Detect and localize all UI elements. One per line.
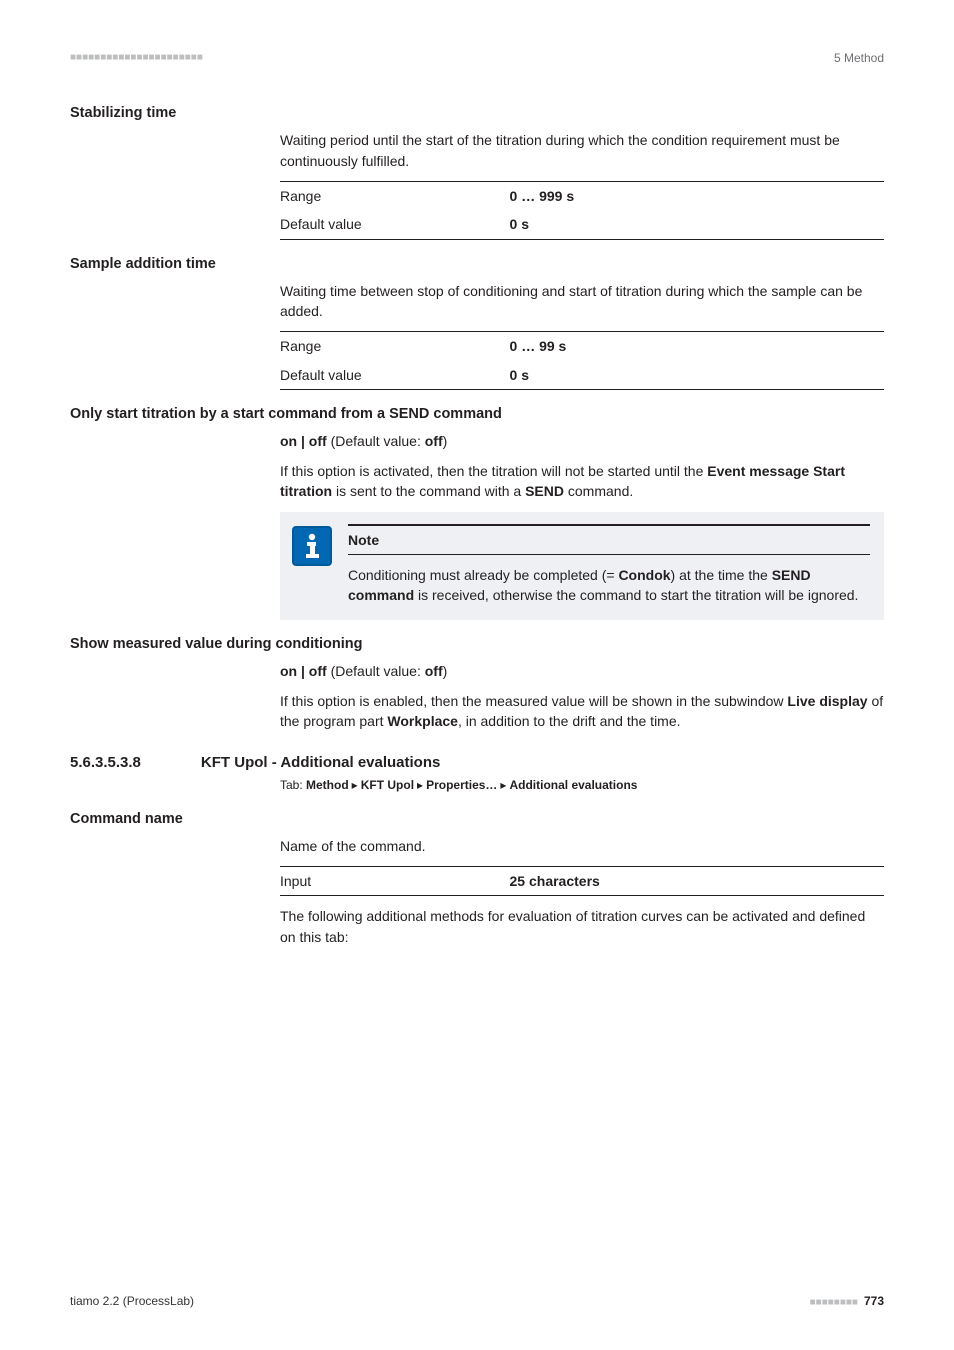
- stabilizing-table: Range 0 … 999 s Default value 0 s: [280, 181, 884, 240]
- show-measured-toggle: on | off (Default value: off): [280, 661, 884, 681]
- page-number: 773: [864, 1294, 884, 1308]
- toggle-label: (Default value:: [331, 663, 425, 679]
- cell-value: 0 … 999 s: [510, 182, 884, 211]
- page: ■■■■■■■■■■■■■■■■■■■■■■ 5 Method Stabiliz…: [0, 0, 954, 1350]
- table-row: Range 0 … 999 s: [280, 182, 884, 211]
- cell-label: Range: [280, 182, 510, 211]
- path-segment: Properties…: [426, 778, 497, 792]
- footer-dots: ■■■■■■■■: [810, 1297, 858, 1308]
- path-segment: Method: [306, 778, 349, 792]
- heading-show-measured: Show measured value during conditioning: [70, 634, 884, 655]
- footer-left: tiamo 2.2 (ProcessLab): [70, 1293, 194, 1311]
- cell-label: Range: [280, 332, 510, 361]
- heading-stabilizing-time: Stabilizing time: [70, 103, 884, 124]
- table-row: Range 0 … 99 s: [280, 332, 884, 361]
- text: is sent to the command with a: [332, 483, 525, 499]
- page-footer: tiamo 2.2 (ProcessLab) ■■■■■■■■ 773: [70, 1293, 884, 1311]
- cell-value: 0 … 99 s: [510, 332, 884, 361]
- footer-right: ■■■■■■■■ 773: [810, 1293, 884, 1311]
- cell-value: 0 s: [510, 210, 884, 239]
- toggle-options: on | off: [280, 433, 331, 449]
- text: command.: [564, 483, 633, 499]
- cell-value: 25 characters: [510, 866, 884, 895]
- subsection-title: KFT Upol - Additional evaluations: [201, 752, 440, 774]
- block-stabilizing: Waiting period until the start of the ti…: [280, 130, 884, 239]
- text: ) at the time the: [671, 567, 772, 583]
- tab-path: Tab: Method▸KFT Upol▸Properties…▸Additio…: [280, 777, 884, 794]
- arrow-icon: ▸: [500, 778, 506, 792]
- toggle-close: ): [443, 663, 448, 679]
- table-row: Default value 0 s: [280, 210, 884, 239]
- note-icon-wrap: [292, 524, 332, 606]
- block-command-name: Name of the command. Input 25 characters…: [280, 836, 884, 947]
- subsection-number: 5.6.3.5.3.8: [70, 752, 141, 774]
- only-start-toggle: on | off (Default value: off): [280, 431, 884, 451]
- command-name-desc: Name of the command.: [280, 836, 884, 856]
- arrow-icon: ▸: [352, 778, 358, 792]
- text-bold: Live display: [787, 693, 867, 709]
- text-bold: SEND: [525, 483, 564, 499]
- heading-only-start: Only start titration by a start command …: [70, 404, 884, 425]
- cell-label: Input: [280, 866, 510, 895]
- info-icon: [292, 526, 332, 566]
- cell-label: Default value: [280, 210, 510, 239]
- text: is received, otherwise the command to st…: [414, 587, 858, 603]
- sample-addition-desc: Waiting time between stop of conditionin…: [280, 281, 884, 322]
- tab-label: Tab:: [280, 778, 306, 792]
- text-bold: Condok: [618, 567, 670, 583]
- arrow-icon: ▸: [417, 778, 423, 792]
- note-body: Note Conditioning must already be comple…: [348, 524, 870, 606]
- block-sample-addition: Waiting time between stop of conditionin…: [280, 281, 884, 390]
- sample-addition-table: Range 0 … 99 s Default value 0 s: [280, 331, 884, 390]
- text-bold: Workplace: [387, 713, 458, 729]
- cell-value: 0 s: [510, 361, 884, 390]
- table-row: Default value 0 s: [280, 361, 884, 390]
- command-name-table: Input 25 characters: [280, 866, 884, 896]
- toggle-options: on | off: [280, 663, 331, 679]
- table-row: Input 25 characters: [280, 866, 884, 895]
- header-dots: ■■■■■■■■■■■■■■■■■■■■■■: [70, 51, 203, 66]
- only-start-desc: If this option is activated, then the ti…: [280, 461, 884, 502]
- path-segment: KFT Upol: [361, 778, 414, 792]
- header-chapter: 5 Method: [834, 50, 884, 67]
- text: Conditioning must already be completed (…: [348, 567, 618, 583]
- text: If this option is enabled, then the meas…: [280, 693, 787, 709]
- text: , in addition to the drift and the time.: [458, 713, 681, 729]
- heading-command-name: Command name: [70, 809, 884, 830]
- heading-sample-addition: Sample addition time: [70, 254, 884, 275]
- note-text: Conditioning must already be completed (…: [348, 565, 870, 606]
- note-box: Note Conditioning must already be comple…: [280, 512, 884, 620]
- toggle-close: ): [443, 433, 448, 449]
- toggle-default: off: [425, 663, 443, 679]
- block-only-start: on | off (Default value: off) If this op…: [280, 431, 884, 620]
- stabilizing-desc: Waiting period until the start of the ti…: [280, 130, 884, 171]
- block-show-measured: on | off (Default value: off) If this op…: [280, 661, 884, 732]
- path-segment: Additional evaluations: [509, 778, 637, 792]
- note-heading: Note: [348, 524, 870, 555]
- toggle-default: off: [425, 433, 443, 449]
- toggle-label: (Default value:: [331, 433, 425, 449]
- show-measured-desc: If this option is enabled, then the meas…: [280, 691, 884, 732]
- command-name-after: The following additional methods for eva…: [280, 906, 884, 947]
- cell-label: Default value: [280, 361, 510, 390]
- page-header: ■■■■■■■■■■■■■■■■■■■■■■ 5 Method: [70, 50, 884, 67]
- text: If this option is activated, then the ti…: [280, 463, 707, 479]
- subsection-heading: 5.6.3.5.3.8 KFT Upol - Additional evalua…: [70, 752, 884, 774]
